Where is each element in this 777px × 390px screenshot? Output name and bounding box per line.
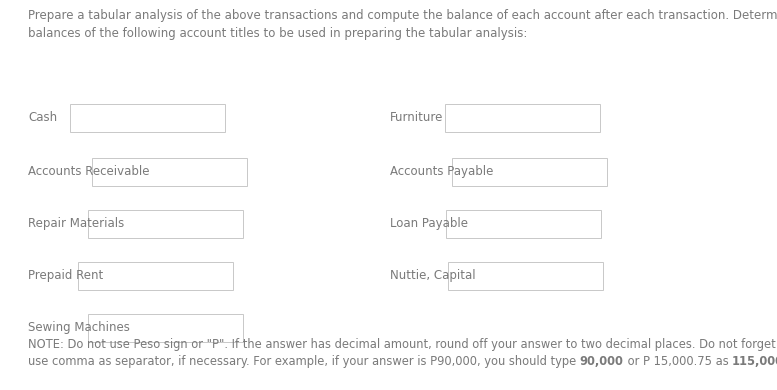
FancyBboxPatch shape — [78, 262, 233, 290]
FancyBboxPatch shape — [446, 210, 601, 238]
Text: NOTE: Do not use Peso sign or "P". If the answer has decimal amount, round off y: NOTE: Do not use Peso sign or "P". If th… — [28, 338, 777, 351]
Text: Accounts Payable: Accounts Payable — [390, 165, 493, 179]
Text: Prepaid Rent: Prepaid Rent — [28, 269, 103, 282]
FancyBboxPatch shape — [448, 262, 603, 290]
FancyBboxPatch shape — [92, 158, 247, 186]
FancyBboxPatch shape — [445, 104, 600, 132]
Text: 90,000: 90,000 — [580, 355, 624, 368]
FancyBboxPatch shape — [70, 104, 225, 132]
Text: Loan Payable: Loan Payable — [390, 218, 468, 230]
Text: balances of the following account titles to be used in preparing the tabular ana: balances of the following account titles… — [28, 27, 528, 40]
Text: Nuttie, Capital: Nuttie, Capital — [390, 269, 476, 282]
FancyBboxPatch shape — [88, 314, 243, 342]
Text: Cash: Cash — [28, 112, 57, 124]
FancyBboxPatch shape — [88, 210, 243, 238]
Text: Furniture: Furniture — [390, 112, 444, 124]
Text: or P 15,000.75 as: or P 15,000.75 as — [624, 355, 732, 368]
Text: use comma as separator, if necessary. For example, if your answer is P90,000, yo: use comma as separator, if necessary. Fo… — [28, 355, 580, 368]
FancyBboxPatch shape — [452, 158, 607, 186]
Text: 115,000.75: 115,000.75 — [732, 355, 777, 368]
Text: Sewing Machines: Sewing Machines — [28, 321, 130, 335]
Text: Prepare a tabular analysis of the above transactions and compute the balance of : Prepare a tabular analysis of the above … — [28, 9, 777, 22]
Text: Accounts Receivable: Accounts Receivable — [28, 165, 149, 179]
Text: Repair Materials: Repair Materials — [28, 218, 124, 230]
